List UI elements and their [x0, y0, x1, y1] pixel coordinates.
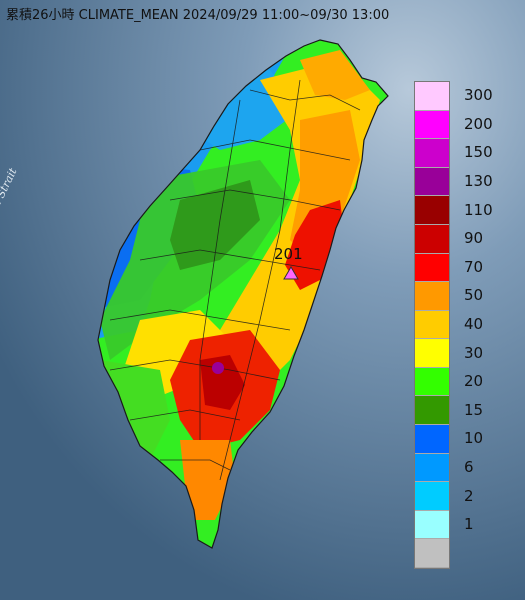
rain-zone-darkred — [200, 355, 245, 410]
legend-swatch — [415, 310, 449, 340]
legend-swatch — [415, 167, 449, 197]
color-legend — [414, 81, 450, 569]
legend-label: 300 — [464, 86, 493, 105]
map-title: 累積26小時 CLIMATE_MEAN 2024/09/29 11:00~09/… — [6, 8, 390, 23]
legend-label: 20 — [464, 372, 484, 391]
legend-label: 70 — [464, 257, 484, 276]
legend-swatch — [415, 82, 449, 111]
legend-swatch — [415, 367, 449, 397]
legend-swatch — [415, 282, 449, 311]
rain-zone-dark-green — [170, 180, 260, 270]
legend-label: 2 — [464, 486, 474, 505]
legend-label: 110 — [464, 200, 493, 219]
legend-label: 200 — [464, 114, 493, 133]
legend-label: 150 — [464, 143, 493, 162]
peak-hotspot — [212, 362, 224, 374]
legend-label: 50 — [464, 286, 484, 305]
coastline — [97, 39, 389, 549]
legend-label: 40 — [464, 315, 484, 333]
legend-swatch — [415, 539, 449, 568]
legend-swatch — [415, 453, 449, 483]
legend-label: 6 — [464, 457, 474, 476]
legend-swatch — [415, 510, 449, 540]
legend-label: 90 — [464, 229, 484, 248]
legend-swatch — [415, 482, 449, 511]
legend-swatch — [415, 425, 449, 454]
rain-zone-green-southwest — [100, 360, 170, 460]
rain-zone-yellow-ne — [300, 50, 370, 100]
peak-triangle-icon — [283, 266, 299, 280]
legend-label: 30 — [464, 343, 484, 362]
legend-swatch — [415, 396, 449, 426]
legend-swatch — [415, 253, 449, 283]
legend-label: 15 — [464, 400, 484, 419]
legend-label: 1 — [464, 515, 474, 534]
legend-swatch — [415, 196, 449, 225]
legend-swatch — [415, 139, 449, 168]
legend-label: 130 — [464, 172, 493, 191]
legend-swatch — [415, 339, 449, 368]
legend-swatch — [415, 224, 449, 254]
legend-swatch — [415, 110, 449, 140]
peak-value-label: 201 — [274, 245, 303, 263]
legend-label: 10 — [464, 429, 484, 448]
